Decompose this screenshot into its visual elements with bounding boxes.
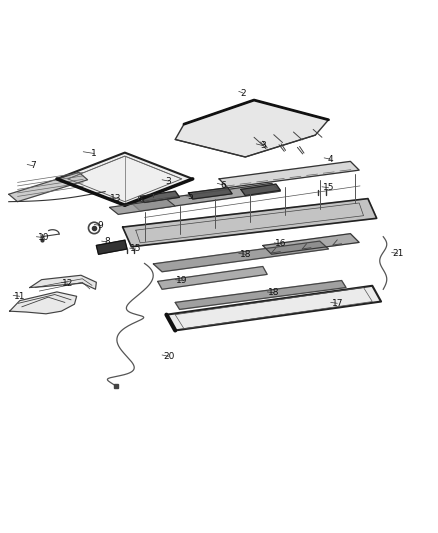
Polygon shape bbox=[140, 191, 180, 203]
Polygon shape bbox=[153, 241, 328, 272]
Polygon shape bbox=[188, 188, 232, 199]
Polygon shape bbox=[166, 286, 381, 330]
Text: 13: 13 bbox=[110, 194, 122, 203]
Text: 3: 3 bbox=[260, 141, 266, 150]
Text: 19: 19 bbox=[176, 276, 187, 285]
Text: 18: 18 bbox=[240, 250, 251, 259]
Text: 7: 7 bbox=[30, 161, 36, 170]
Text: 4: 4 bbox=[328, 155, 333, 164]
Polygon shape bbox=[96, 240, 127, 254]
Text: 17: 17 bbox=[332, 299, 343, 308]
Text: 20: 20 bbox=[163, 352, 174, 361]
Polygon shape bbox=[9, 172, 88, 201]
Polygon shape bbox=[30, 275, 96, 289]
Polygon shape bbox=[131, 183, 280, 211]
Polygon shape bbox=[175, 280, 346, 310]
Text: 18: 18 bbox=[268, 288, 279, 297]
Polygon shape bbox=[219, 161, 359, 188]
Polygon shape bbox=[57, 152, 193, 205]
Text: 15: 15 bbox=[130, 245, 141, 254]
Text: 9: 9 bbox=[97, 221, 103, 230]
Text: 16: 16 bbox=[275, 239, 286, 248]
Text: 5: 5 bbox=[187, 192, 194, 201]
Text: 15: 15 bbox=[323, 183, 334, 192]
Text: 11: 11 bbox=[14, 292, 25, 301]
Polygon shape bbox=[158, 266, 267, 289]
Text: 21: 21 bbox=[392, 249, 403, 258]
Polygon shape bbox=[123, 199, 377, 247]
Text: 1: 1 bbox=[91, 149, 97, 158]
Text: 3: 3 bbox=[166, 176, 172, 185]
Polygon shape bbox=[10, 292, 77, 314]
Polygon shape bbox=[175, 100, 328, 157]
Text: 8: 8 bbox=[104, 238, 110, 246]
Text: 12: 12 bbox=[62, 279, 74, 288]
Polygon shape bbox=[110, 199, 175, 214]
Polygon shape bbox=[263, 233, 359, 254]
Text: 2: 2 bbox=[240, 88, 246, 98]
Text: 6: 6 bbox=[220, 181, 226, 190]
Polygon shape bbox=[241, 184, 280, 196]
Text: 10: 10 bbox=[38, 233, 49, 242]
